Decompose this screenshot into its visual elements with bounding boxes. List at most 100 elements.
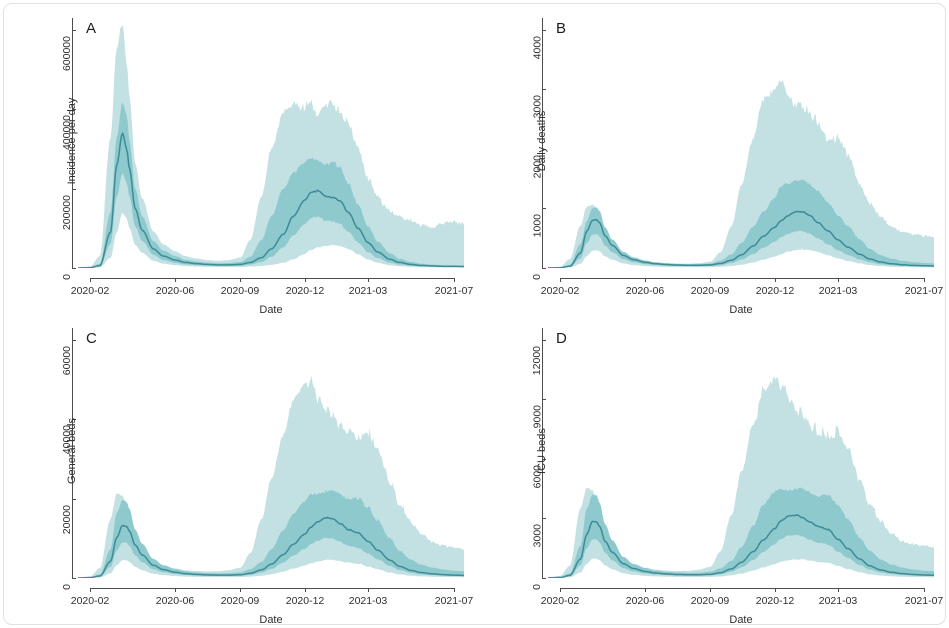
x-tick-label: 2020-09 bbox=[690, 285, 730, 297]
y-axis-line bbox=[542, 18, 543, 268]
median-line bbox=[548, 514, 934, 578]
y-tick bbox=[542, 459, 546, 460]
x-tick-label: 2020-09 bbox=[690, 595, 730, 607]
plot-area-a bbox=[78, 24, 464, 268]
x-tick bbox=[710, 278, 711, 282]
panel-letter-a: A bbox=[86, 20, 97, 37]
x-axis-line bbox=[559, 588, 925, 589]
x-tick-label: 2020-09 bbox=[220, 285, 260, 297]
y-tick bbox=[72, 419, 76, 420]
y-axis-title: ICU beds bbox=[536, 428, 548, 474]
x-tick-label: 2020-02 bbox=[540, 595, 580, 607]
x-tick-label: 2020-02 bbox=[540, 285, 580, 297]
y-tick bbox=[72, 340, 76, 341]
median-line bbox=[78, 516, 464, 578]
x-tick-label: 2020-06 bbox=[625, 595, 665, 607]
plot-area-d bbox=[548, 376, 934, 578]
y-tick-label: 0 bbox=[61, 584, 73, 590]
x-tick bbox=[560, 588, 561, 592]
y-axis-line bbox=[72, 328, 73, 578]
x-tick bbox=[924, 588, 925, 592]
ci95-band bbox=[78, 24, 464, 268]
x-tick bbox=[368, 588, 369, 592]
panel-c: C 0 20000 40000 60000 2020-02 2020-06 2020-09 20… bbox=[0, 310, 479, 628]
panel-letter-d: D bbox=[556, 330, 567, 347]
plot-area-b bbox=[548, 79, 934, 268]
y-tick bbox=[542, 149, 546, 150]
x-tick bbox=[775, 278, 776, 282]
x-tick-label: 2021-03 bbox=[348, 285, 388, 297]
x-tick-label: 2021-03 bbox=[818, 595, 858, 607]
y-tick bbox=[72, 30, 76, 31]
x-tick bbox=[924, 278, 925, 282]
y-tick bbox=[72, 268, 76, 269]
x-tick bbox=[645, 588, 646, 592]
x-tick-label: 2020-12 bbox=[755, 595, 795, 607]
x-axis-title: Date bbox=[729, 304, 753, 316]
panel-a: A 0 200000 400000 600000 2020-02 2020-06 2020-0… bbox=[0, 0, 479, 318]
y-tick-label: 60000 bbox=[61, 346, 73, 376]
x-tick-label: 2020-06 bbox=[155, 595, 195, 607]
x-tick bbox=[240, 278, 241, 282]
x-tick bbox=[175, 278, 176, 282]
x-tick bbox=[775, 588, 776, 592]
x-tick bbox=[645, 278, 646, 282]
y-tick bbox=[542, 518, 546, 519]
y-tick-label: 3000 bbox=[531, 524, 543, 548]
x-tick bbox=[368, 278, 369, 282]
y-axis-title: Incidence per day bbox=[66, 97, 78, 185]
x-tick bbox=[710, 588, 711, 592]
y-axis-line bbox=[72, 18, 73, 268]
panel-d: D 0 3000 6000 9000 12000 2020-02 2020-06 2020-09… bbox=[470, 310, 949, 628]
x-tick bbox=[305, 588, 306, 592]
x-tick-label: 2020-12 bbox=[285, 285, 325, 297]
y-axis-line bbox=[542, 328, 543, 578]
x-axis-title: Date bbox=[259, 614, 283, 626]
x-tick-label: 2020-02 bbox=[70, 595, 110, 607]
x-tick bbox=[838, 588, 839, 592]
y-tick-label: 600000 bbox=[61, 36, 73, 72]
y-tick-label: 0 bbox=[531, 584, 543, 590]
x-tick-label: 2021-03 bbox=[818, 285, 858, 297]
x-tick-label: 2020-06 bbox=[625, 285, 665, 297]
ci50-band bbox=[548, 179, 934, 268]
x-tick-label: 2020-12 bbox=[285, 595, 325, 607]
y-tick bbox=[72, 499, 76, 500]
median-line bbox=[548, 210, 934, 268]
x-tick bbox=[175, 588, 176, 592]
x-tick-label: 2020-09 bbox=[220, 595, 260, 607]
y-tick bbox=[542, 340, 546, 341]
x-tick bbox=[560, 278, 561, 282]
x-axis-line bbox=[559, 278, 925, 279]
y-tick bbox=[542, 578, 546, 579]
y-tick bbox=[72, 109, 76, 110]
x-tick bbox=[305, 278, 306, 282]
y-tick bbox=[542, 89, 546, 90]
y-tick bbox=[542, 399, 546, 400]
x-tick-label: 2021-07 bbox=[904, 285, 944, 297]
panel-b: B 0 1000 2000 3000 4000 2020-02 2020-06 2020-09 2… bbox=[470, 0, 949, 318]
y-tick-label: 0 bbox=[531, 274, 543, 280]
panel-letter-b: B bbox=[556, 20, 567, 37]
x-tick bbox=[838, 278, 839, 282]
y-tick bbox=[542, 30, 546, 31]
y-axis-title: General beds bbox=[66, 417, 78, 485]
x-tick-label: 2021-07 bbox=[434, 595, 474, 607]
x-tick-label: 2020-02 bbox=[70, 285, 110, 297]
x-tick-label: 2020-12 bbox=[755, 285, 795, 297]
x-tick-label: 2020-06 bbox=[155, 285, 195, 297]
x-axis-line bbox=[89, 278, 455, 279]
y-tick bbox=[72, 578, 76, 579]
y-tick-label: 1000 bbox=[531, 214, 543, 238]
x-axis-title: Date bbox=[259, 304, 283, 316]
x-tick-label: 2021-07 bbox=[434, 285, 474, 297]
x-tick bbox=[90, 588, 91, 592]
y-tick-label: 12000 bbox=[531, 346, 543, 376]
y-tick bbox=[542, 268, 546, 269]
ci50-band bbox=[78, 102, 464, 268]
x-tick bbox=[240, 588, 241, 592]
x-tick-label: 2021-07 bbox=[904, 595, 944, 607]
panel-letter-c: C bbox=[86, 330, 97, 347]
y-tick-label: 4000 bbox=[531, 36, 543, 60]
